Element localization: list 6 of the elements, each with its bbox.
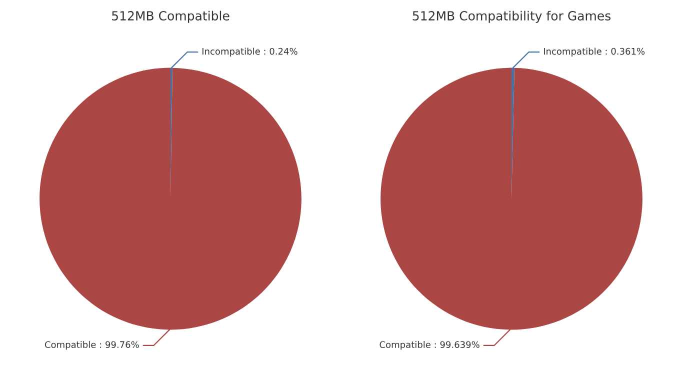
chart-title: 512MB Compatibility for Games bbox=[412, 10, 610, 23]
slice-label: Incompatible : 0.24% bbox=[202, 48, 298, 56]
slice-label: Compatible : 99.76% bbox=[44, 341, 139, 350]
slice-label: Incompatible : 0.361% bbox=[544, 48, 645, 56]
slice-label: Compatible : 99.639% bbox=[380, 341, 480, 350]
chart-title: 512MB Compatible bbox=[112, 10, 230, 23]
